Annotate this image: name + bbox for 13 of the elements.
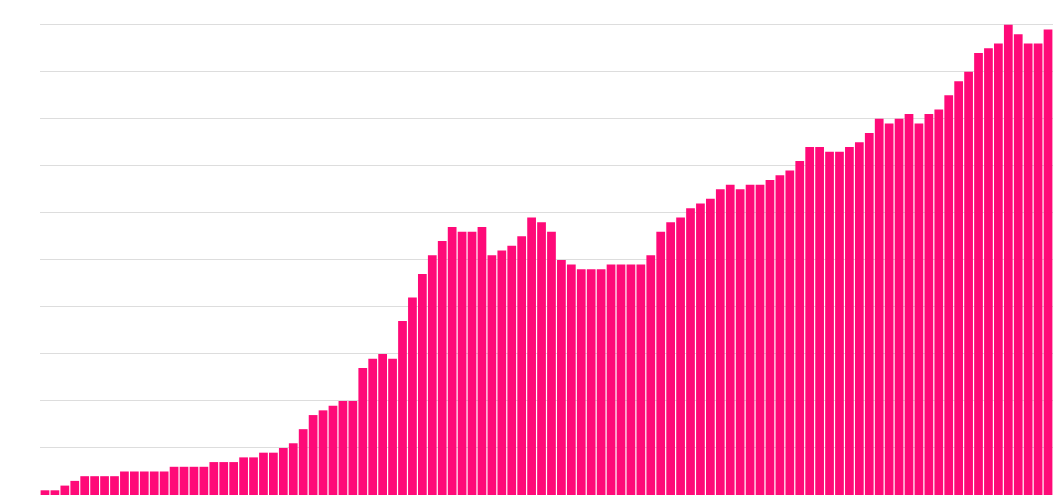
bar — [179, 466, 189, 495]
bar — [318, 410, 328, 495]
bar — [189, 466, 199, 495]
bar — [467, 231, 477, 495]
bar — [477, 226, 487, 495]
bar — [616, 264, 626, 495]
bar — [755, 184, 765, 495]
bar — [40, 490, 50, 495]
bar — [904, 114, 914, 495]
bar — [328, 405, 338, 495]
bar — [765, 179, 775, 495]
bar — [1043, 29, 1053, 495]
bar — [606, 264, 616, 495]
